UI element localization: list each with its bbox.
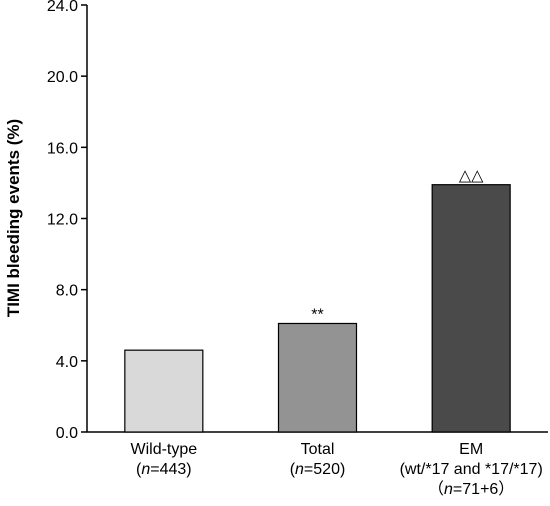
bar — [431, 184, 511, 433]
x-tick-label: EM — [459, 441, 483, 458]
bars: ** △△ — [124, 168, 511, 433]
y-axis: 0.0 4.0 8.0 12.0 16.0 20.0 24.0 — [47, 0, 87, 442]
y-tick-label: 12.0 — [47, 212, 78, 229]
y-tick-label: 24.0 — [47, 0, 78, 15]
x-tick-sublabel: (n=443) — [136, 461, 192, 478]
bar — [124, 349, 204, 433]
x-tick-sublabel: (wt/*17 and *17/*17) — [400, 461, 543, 478]
y-tick-label: 4.0 — [56, 354, 78, 371]
y-axis-label: TIMI bleeding events (%) — [4, 119, 23, 317]
bar — [277, 322, 358, 433]
x-tick-sublabel: （n=71+6） — [428, 480, 514, 498]
y-tick-label: 8.0 — [56, 283, 78, 300]
y-tick-label: 16.0 — [47, 140, 78, 157]
x-axis: Wild-type (n=443) Total (n=520) EM (wt/*17 an… — [130, 441, 542, 498]
y-tick-label: 0.0 — [56, 425, 78, 442]
x-tick-label: Wild-type — [130, 441, 197, 458]
x-tick-label: Total — [301, 441, 335, 458]
significance-marker: ** — [311, 306, 323, 323]
significance-marker: △△ — [459, 168, 484, 185]
x-tick-sublabel: (n=520) — [290, 461, 346, 478]
y-tick-label: 20.0 — [47, 69, 78, 86]
